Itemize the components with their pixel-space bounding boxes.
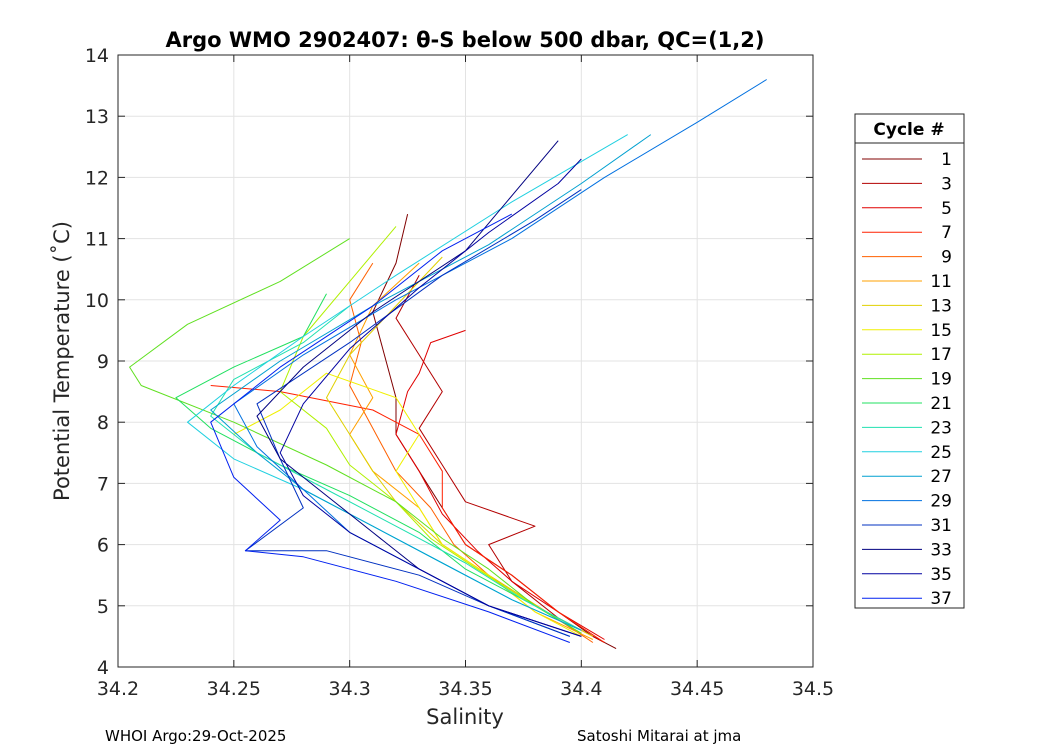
legend-label-23: 23: [930, 418, 952, 438]
series-group: [129, 79, 767, 650]
x-tick-label: 34.3: [329, 678, 371, 700]
y-tick-label: 13: [85, 106, 109, 128]
legend-label-7: 7: [941, 223, 952, 243]
series-line-cycle-3: [395, 275, 605, 643]
y-tick-label: 8: [97, 412, 109, 434]
x-tick-label: 34.35: [438, 678, 492, 700]
x-tick-label: 34.25: [207, 678, 261, 700]
series-line-cycle-7: [210, 385, 605, 643]
legend-label-9: 9: [941, 248, 952, 268]
y-axis-label: Potential Temperature (˚C): [50, 221, 74, 501]
series-line-cycle-19: [129, 238, 582, 634]
y-tick-label: 5: [97, 596, 109, 618]
legend-label-25: 25: [930, 443, 952, 463]
y-tick-label: 4: [97, 657, 109, 679]
x-tick-label: 34.45: [670, 678, 724, 700]
y-tick-label: 11: [85, 229, 109, 251]
series-line-cycle-13: [326, 256, 594, 637]
legend-label-31: 31: [930, 516, 952, 536]
y-tick-label: 6: [97, 535, 109, 557]
legend-label-33: 33: [930, 540, 952, 560]
legend: Cycle # 13579111315171921232527293133353…: [854, 113, 965, 609]
legend-label-37: 37: [930, 589, 952, 609]
series-line-cycle-17: [279, 226, 582, 634]
series-line-cycle-37: [210, 213, 570, 643]
y-tick-label: 7: [97, 473, 109, 495]
legend-label-15: 15: [930, 321, 952, 341]
series-line-cycle-5: [395, 329, 605, 640]
y-tick-label: 14: [85, 45, 109, 67]
y-tick-label: 10: [85, 290, 109, 312]
legend-label-11: 11: [930, 272, 952, 292]
y-tick-label: 9: [97, 351, 109, 373]
plot-area: 34.2 34.25 34.3 34.35 34.4 34.45 34.5 4 5 6 7 8 9 10 1…: [85, 45, 834, 700]
y-tick-label: 12: [85, 167, 109, 189]
legend-label-5: 5: [941, 199, 952, 219]
footer-right: Satoshi Mitarai at jma: [577, 727, 741, 745]
legend-title: Cycle #: [873, 120, 944, 140]
x-tick-label: 34.4: [560, 678, 602, 700]
x-tick-label: 34.5: [792, 678, 834, 700]
legend-label-29: 29: [930, 492, 952, 512]
series-line-cycle-31: [244, 189, 582, 637]
legend-box: [854, 113, 965, 609]
legend-label-21: 21: [930, 394, 952, 414]
legend-label-17: 17: [930, 345, 952, 365]
chart-title: Argo WMO 2902407: θ-S below 500 dbar, QC…: [166, 28, 765, 52]
legend-label-19: 19: [930, 370, 952, 390]
x-axis-label: Salinity: [426, 705, 504, 729]
x-tick-label: 34.2: [97, 678, 139, 700]
legend-label-27: 27: [930, 467, 952, 487]
legend-label-13: 13: [930, 296, 952, 316]
legend-label-3: 3: [941, 174, 952, 194]
series-line-cycle-27: [210, 134, 652, 631]
footer-left: WHOI Argo:29-Oct-2025: [105, 727, 286, 745]
series-line-cycle-35: [279, 158, 582, 637]
legend-label-35: 35: [930, 565, 952, 585]
ticks: 34.2 34.25 34.3 34.35 34.4 34.45 34.5 4 5 6 7 8 9 10 1…: [85, 45, 834, 700]
legend-label-1: 1: [941, 150, 952, 170]
